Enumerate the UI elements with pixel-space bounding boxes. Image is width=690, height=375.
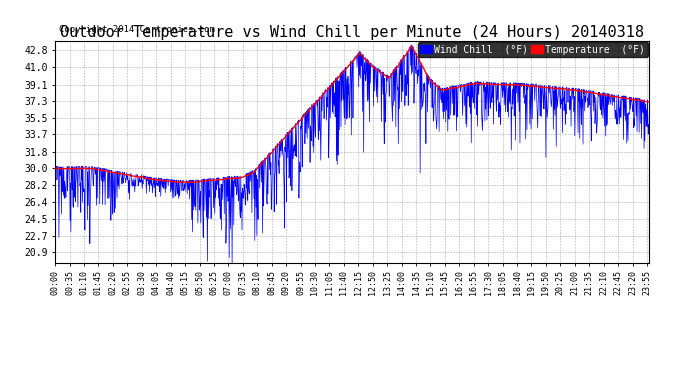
Legend: Wind Chill  (°F), Temperature  (°F): Wind Chill (°F), Temperature (°F) [417,42,648,57]
Text: Copyright 2014 Cartronics.com: Copyright 2014 Cartronics.com [59,25,215,34]
Title: Outdoor Temperature vs Wind Chill per Minute (24 Hours) 20140318: Outdoor Temperature vs Wind Chill per Mi… [60,25,644,40]
